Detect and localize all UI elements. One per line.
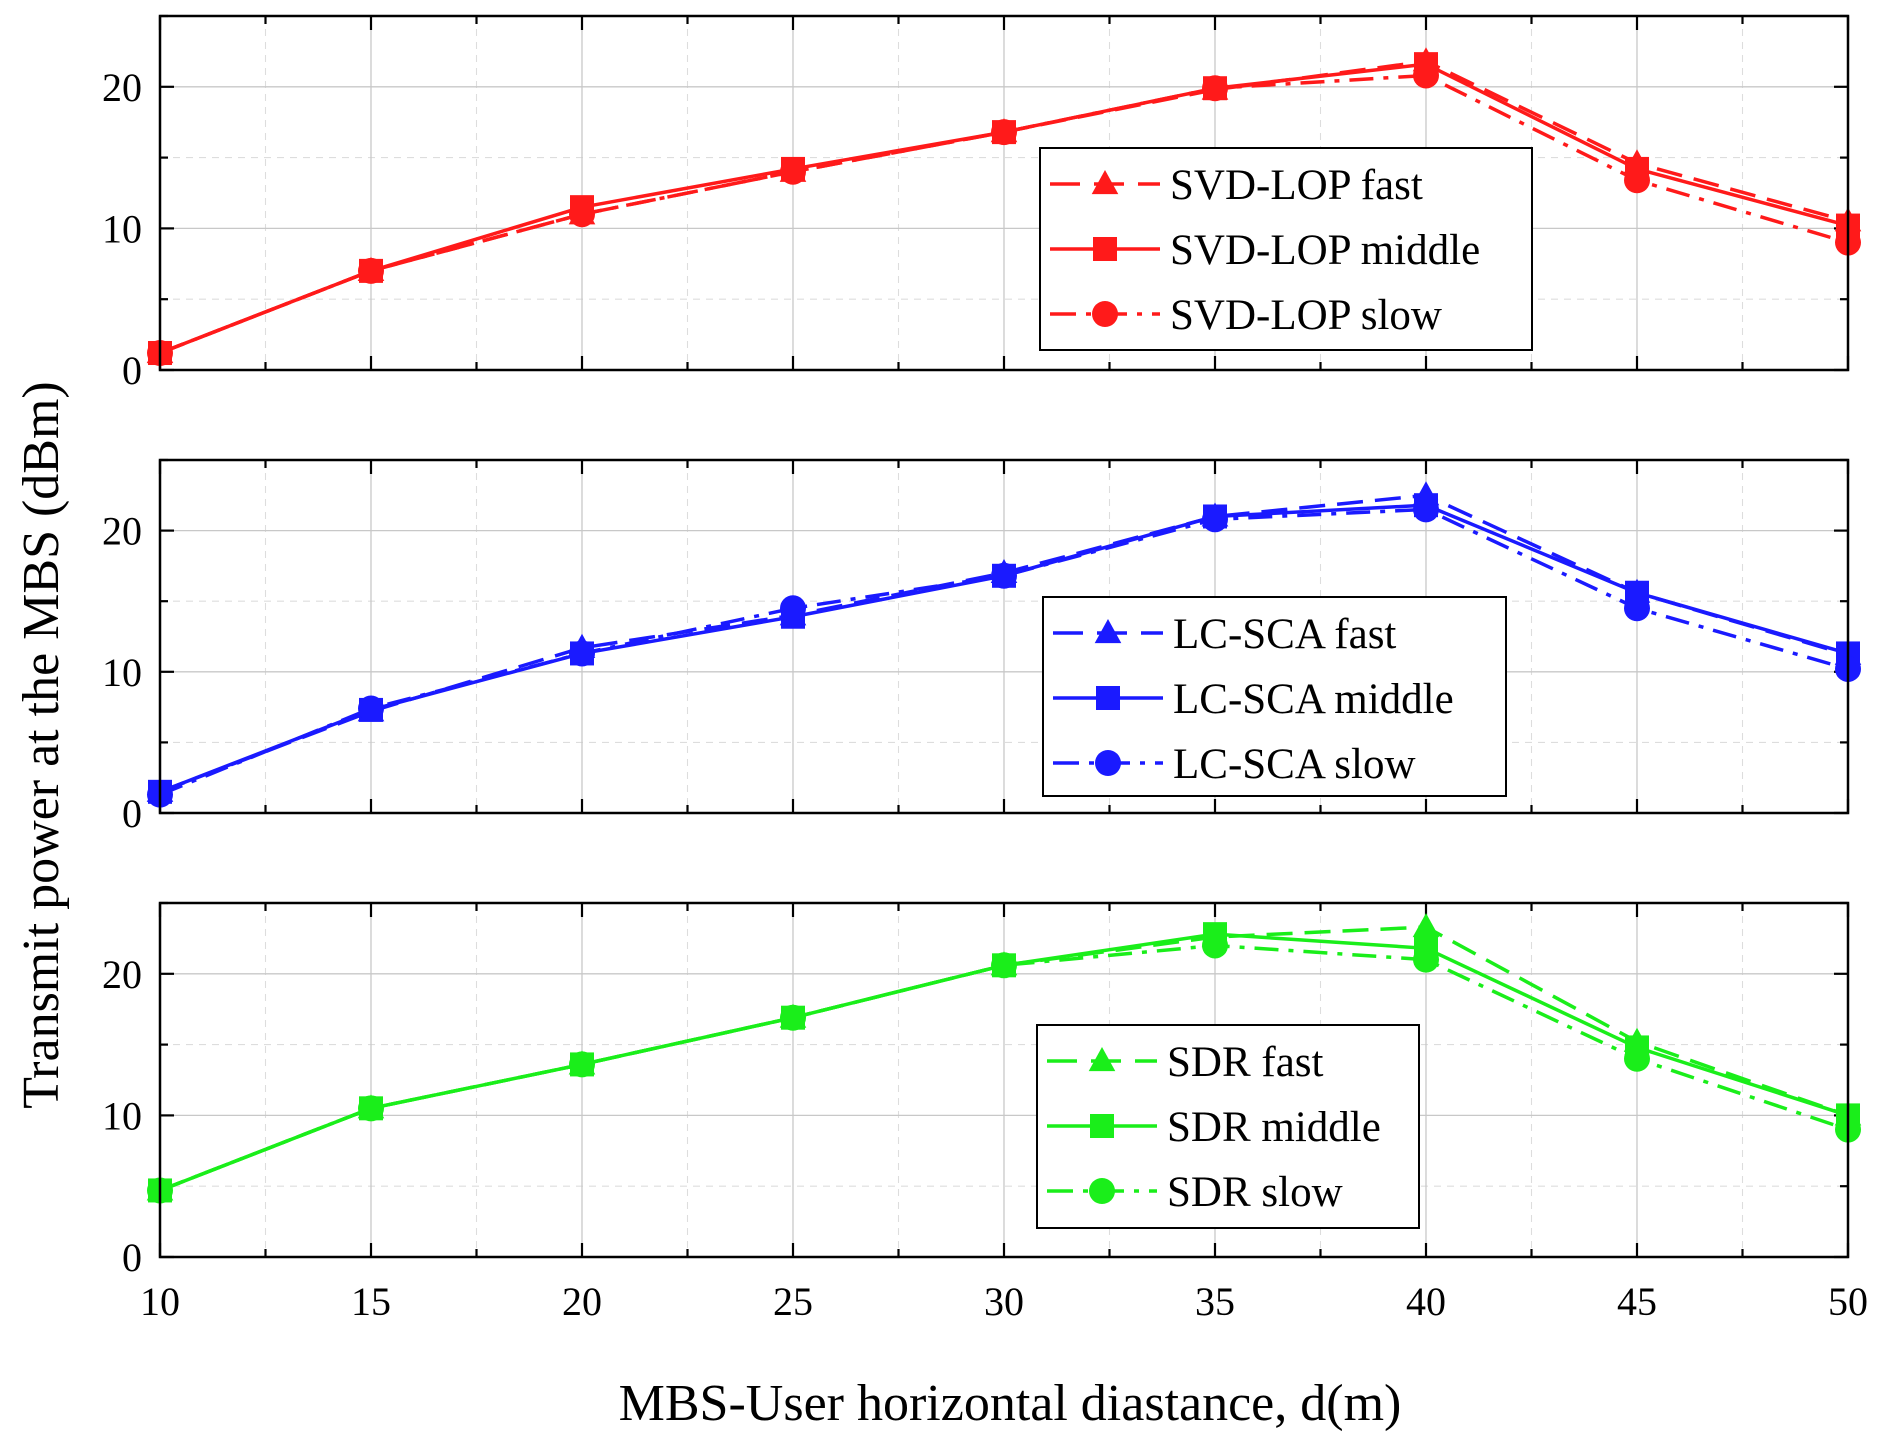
data-point: [1202, 506, 1228, 533]
series-sdr-slow: [147, 932, 1861, 1204]
data-point: [569, 1051, 595, 1078]
x-tick-label: 35: [1195, 1279, 1235, 1324]
data-point: [1412, 913, 1440, 938]
data-point: [569, 201, 595, 228]
y-tick-label: 20: [102, 952, 142, 997]
legend-marker: [1091, 170, 1119, 195]
data-point: [358, 257, 384, 284]
data-point: [1413, 62, 1439, 89]
x-tick-label: 40: [1406, 1279, 1446, 1324]
series-line: [159, 507, 1849, 797]
data-point: [991, 119, 1017, 146]
x-tick-label: 50: [1828, 1279, 1868, 1324]
y-tick-label: 0: [122, 791, 142, 836]
data-point: [1202, 75, 1228, 102]
legend-label: SVD-LOP fast: [1170, 162, 1423, 209]
y-axis-title: Transmit power at the MBS (dBm): [13, 381, 70, 1109]
data-point: [991, 562, 1017, 589]
data-point: [1624, 167, 1650, 194]
legend-item-lc-sca-fast: LC-SCA fast: [1053, 611, 1396, 658]
legend-item-svd-lop-slow: SVD-LOP slow: [1050, 292, 1442, 339]
legend: SVD-LOP fast SVD-LOP middle SVD-LOP slow: [1039, 147, 1533, 351]
y-tick-label: 0: [122, 1235, 142, 1280]
legend-item-sdr-fast: SDR fast: [1047, 1039, 1324, 1086]
series-line: [159, 943, 1849, 1193]
plot-frame: [158, 901, 1850, 1259]
legend: LC-SCA fast LC-SCA middle LC-SCA slow: [1042, 596, 1507, 797]
y-tick-label: 10: [102, 206, 142, 251]
legend-label: LC-SCA slow: [1173, 741, 1416, 788]
plot-frame: [158, 14, 1850, 372]
data-point: [358, 695, 384, 722]
series-line: [159, 73, 1849, 355]
x-tick-label: 25: [773, 1279, 813, 1324]
legend-label: LC-SCA fast: [1173, 611, 1396, 658]
plot-frame: [158, 458, 1850, 815]
legend-label: SVD-LOP slow: [1170, 292, 1442, 339]
legend-marker: [1095, 750, 1121, 776]
legend-item-sdr-slow: SDR slow: [1047, 1169, 1343, 1216]
data-point: [780, 595, 806, 622]
legend-marker: [1088, 1047, 1116, 1072]
y-tick-label: 10: [102, 650, 142, 695]
data-point: [1624, 1045, 1650, 1072]
data-point: [780, 1004, 806, 1031]
legend-marker: [1092, 301, 1118, 327]
x-tick-label: 15: [351, 1279, 391, 1324]
y-tick-label: 20: [102, 509, 142, 554]
chart-panel-middle: 0 10 20 LC-SCA fast LC-SCA middle LC-SCA slow: [102, 458, 1862, 836]
legend: SDR fast SDR middle SDR slow: [1036, 1024, 1420, 1229]
legend-item-svd-lop-middle: SVD-LOP middle: [1050, 227, 1480, 274]
data-point: [991, 952, 1017, 979]
y-tick-label: 10: [102, 1093, 142, 1138]
legend-marker: [1093, 237, 1117, 261]
legend-item-lc-sca-slow: LC-SCA slow: [1053, 741, 1416, 788]
legend-marker: [1090, 1114, 1114, 1138]
legend-label: SVD-LOP middle: [1170, 227, 1480, 274]
legend-marker: [1094, 619, 1122, 644]
legend-marker: [1089, 1178, 1115, 1204]
legend-label: SDR fast: [1167, 1039, 1324, 1086]
x-axis-title: MBS-User horizontal diastance, d(m): [619, 1375, 1402, 1432]
data-point: [569, 640, 595, 667]
legend-item-svd-lop-fast: SVD-LOP fast: [1050, 162, 1423, 209]
legend-marker: [1096, 686, 1120, 710]
legend-label: SDR slow: [1167, 1169, 1343, 1216]
legend-item-lc-sca-middle: LC-SCA middle: [1053, 676, 1454, 723]
y-tick-label: 0: [122, 348, 142, 393]
legend-item-sdr-middle: SDR middle: [1047, 1104, 1381, 1151]
data-point: [358, 1095, 384, 1122]
y-tick-label: 20: [102, 65, 142, 110]
data-point: [1413, 946, 1439, 973]
x-tick-label: 45: [1617, 1279, 1657, 1324]
chart-panel-top: 0 10 20 SVD-LOP fast SVD-LOP middle SVD-LOP s…: [102, 14, 1862, 393]
data-point: [1413, 496, 1439, 523]
data-point: [1202, 932, 1228, 959]
data-point: [1624, 595, 1650, 622]
legend-label: SDR middle: [1167, 1104, 1381, 1151]
legend-label: LC-SCA middle: [1173, 676, 1454, 723]
x-tick-label: 20: [562, 1279, 602, 1324]
x-tick-label: 10: [140, 1279, 180, 1324]
data-point: [780, 158, 806, 185]
x-tick-label: 30: [984, 1279, 1024, 1324]
